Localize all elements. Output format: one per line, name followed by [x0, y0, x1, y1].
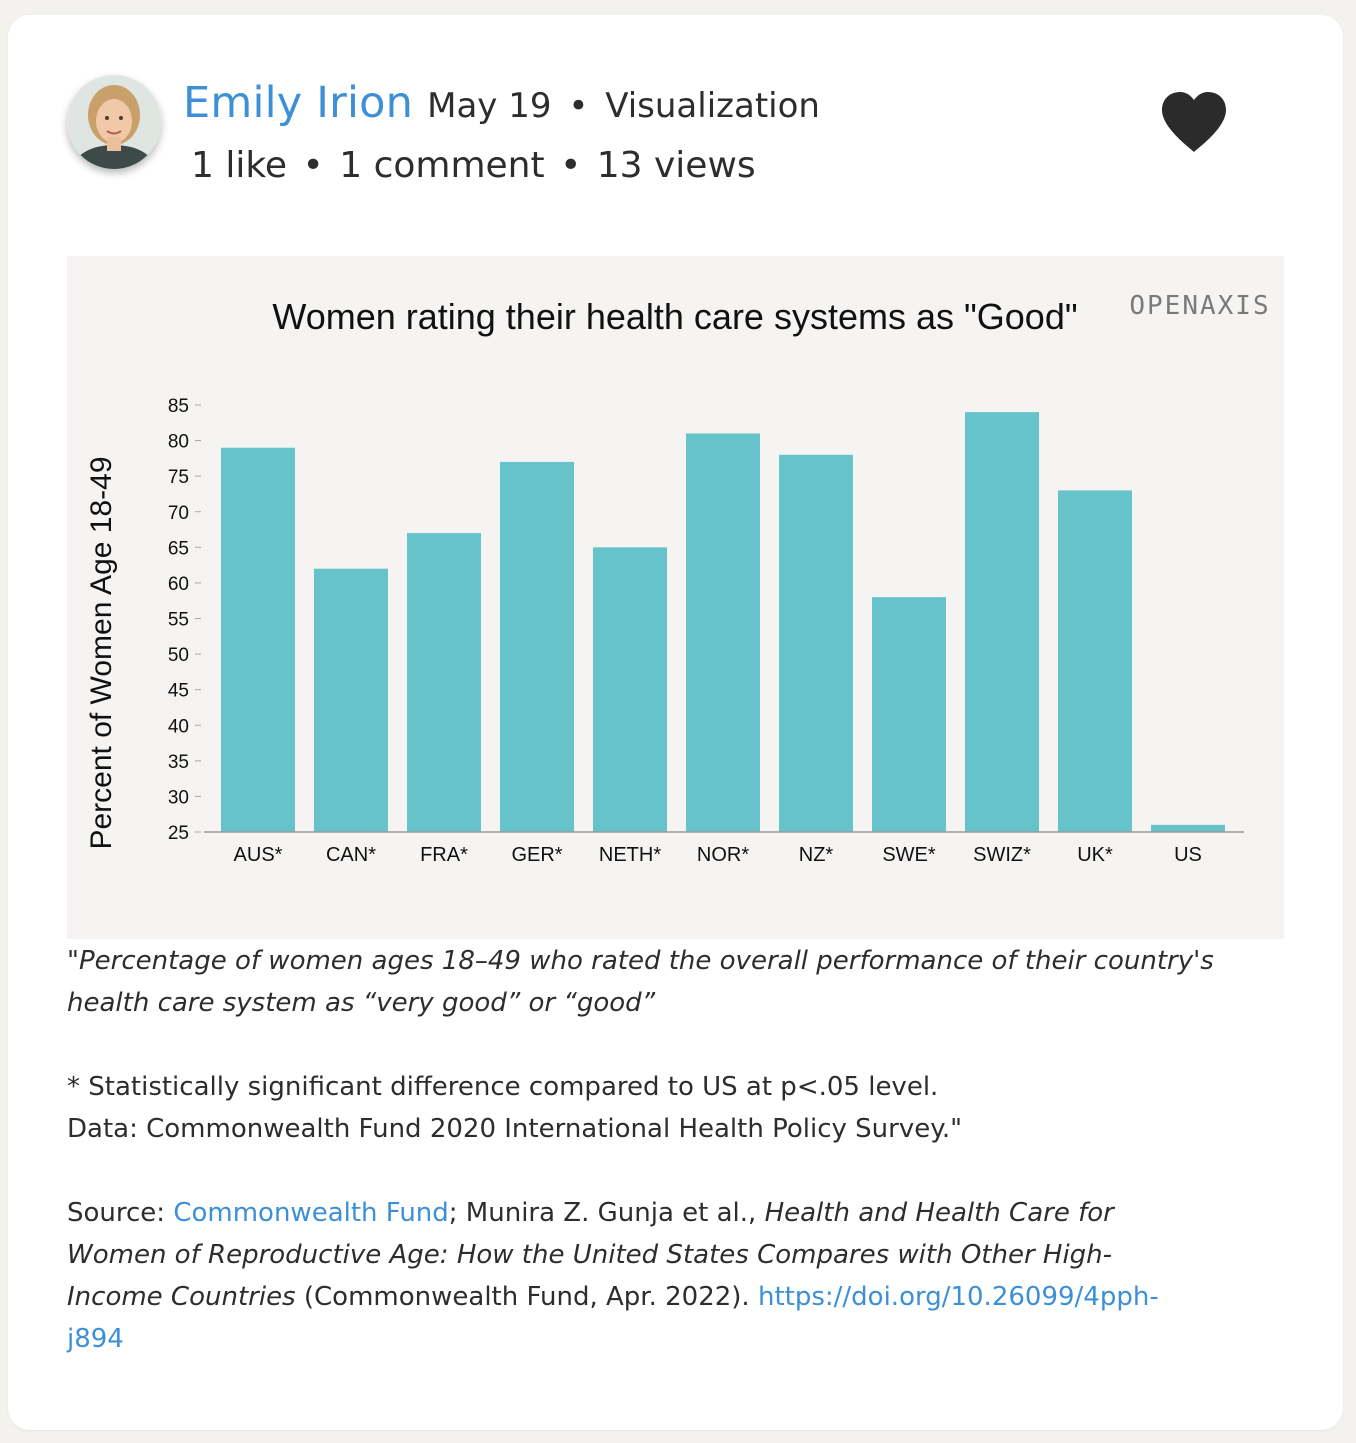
post-caption: "Percentage of women ages 18–49 who rate… [67, 940, 1292, 1360]
chart-title: Women rating their health care systems a… [272, 296, 1077, 337]
y-axis-ticks: 85 80 75 70 65 60 55 50 45 40 35 30 25 [168, 396, 201, 844]
bars-group [221, 412, 1225, 832]
y-tick-label: 60 [168, 574, 189, 595]
bar-swe [872, 597, 946, 832]
doi-link[interactable]: j894 [67, 1324, 124, 1354]
bar-uk [1058, 490, 1132, 832]
y-tick-label: 35 [168, 752, 189, 773]
source-authors: ; Munira Z. Gunja et al., [448, 1198, 765, 1228]
post-meta: May 19 • Visualization [427, 86, 820, 126]
post-header-line: Emily Irion May 19 • Visualization [183, 78, 820, 128]
bar-can [314, 568, 388, 832]
x-tick-label: UK* [1077, 844, 1113, 866]
caption-source: j894 [67, 1318, 1292, 1360]
y-tick-label: 40 [168, 716, 189, 737]
y-tick-label: 70 [168, 503, 189, 524]
views-count: 13 views [596, 145, 756, 186]
x-tick-label: SWIZ* [973, 844, 1031, 866]
bar-ger [500, 461, 574, 832]
bar-swiz [965, 412, 1039, 832]
y-tick-label: 85 [168, 396, 189, 417]
comments-count[interactable]: 1 comment [339, 145, 545, 186]
author-avatar[interactable] [67, 75, 161, 169]
y-tick-label: 45 [168, 681, 189, 702]
y-tick-label: 75 [168, 467, 189, 488]
x-axis-labels: AUS* CAN* FRA* GER* NETH* NOR* NZ* SWE* SWIZ* UK*… [234, 844, 1202, 866]
source-title: Income Countries [67, 1282, 296, 1312]
bar-nor [686, 433, 760, 832]
likes-count[interactable]: 1 like [191, 145, 288, 186]
separator-dot: • [568, 86, 589, 126]
y-axis-label: Percent of Women Age 18-49 [85, 456, 118, 849]
caption-quote-line: health care system as “very good” or “go… [67, 988, 656, 1018]
caption-note: * Statistically significant difference c… [67, 1072, 939, 1102]
x-tick-label: US [1174, 844, 1202, 866]
caption-source: Women of Reproductive Age: How the Unite… [67, 1234, 1292, 1276]
y-tick-label: 30 [168, 787, 189, 808]
y-tick-label: 65 [168, 538, 189, 559]
source-prefix: Source: [67, 1198, 174, 1228]
source-publisher: (Commonwealth Fund, Apr. 2022). [295, 1282, 758, 1312]
separator-dot: • [302, 145, 324, 186]
post-stats: 1 like • 1 comment • 13 views [191, 145, 756, 186]
doi-link[interactable]: https://doi.org/10.26099/4pph- [757, 1282, 1159, 1312]
x-tick-label: NOR* [697, 844, 749, 866]
x-tick-label: SWE* [882, 844, 936, 866]
x-tick-label: GER* [511, 844, 562, 866]
x-tick-label: NETH* [599, 844, 661, 866]
bar-us [1151, 824, 1225, 832]
y-tick-label: 25 [168, 823, 189, 844]
x-tick-label: NZ* [799, 844, 834, 866]
y-tick-label: 50 [168, 645, 189, 666]
bar-nz [779, 454, 853, 832]
avatar-portrait [67, 75, 161, 169]
separator-dot: • [560, 145, 582, 186]
author-name-link[interactable]: Emily Irion [183, 78, 414, 128]
chart-image: Women rating their health care systems a… [67, 256, 1284, 939]
y-tick-label: 55 [168, 610, 189, 631]
caption-data-note: Data: Commonwealth Fund 2020 Internation… [67, 1114, 963, 1144]
source-title: Health and Health Care for [764, 1198, 1114, 1228]
bar-fra [407, 533, 481, 832]
openaxis-watermark: OPENAXIS [1129, 291, 1270, 321]
x-tick-label: FRA* [420, 844, 468, 866]
heart-icon[interactable] [1158, 90, 1230, 154]
caption-source: Source: Commonwealth Fund; Munira Z. Gun… [67, 1192, 1292, 1234]
bar-aus [221, 447, 295, 832]
y-tick-label: 80 [168, 432, 189, 453]
x-tick-label: AUS* [234, 844, 283, 866]
post-category[interactable]: Visualization [605, 86, 820, 126]
source-title: Women of Reproductive Age: How the Unite… [67, 1240, 1113, 1270]
bar-chart: Women rating their health care systems a… [85, 291, 1270, 866]
bar-neth [593, 547, 667, 832]
post-date: May 19 [427, 86, 552, 126]
commonwealth-fund-link[interactable]: Commonwealth Fund [173, 1198, 449, 1228]
caption-quote-line: "Percentage of women ages 18–49 who rate… [67, 946, 1214, 976]
caption-source: Income Countries (Commonwealth Fund, Apr… [67, 1276, 1292, 1318]
x-tick-label: CAN* [326, 844, 376, 866]
